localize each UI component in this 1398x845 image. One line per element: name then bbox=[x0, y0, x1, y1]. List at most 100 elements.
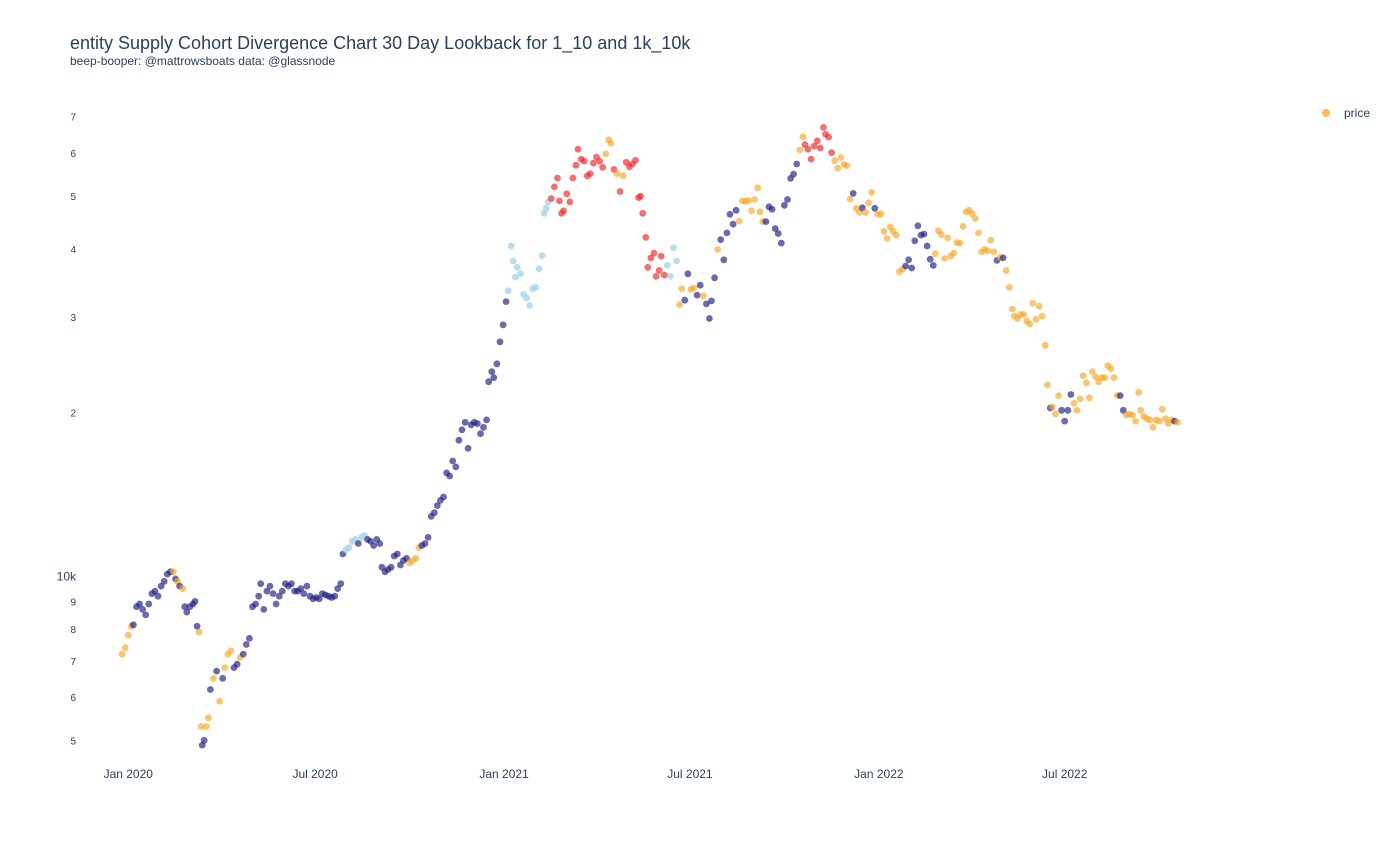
data-point bbox=[642, 234, 650, 241]
data-point bbox=[221, 664, 229, 671]
data-point bbox=[693, 291, 701, 299]
data-point bbox=[1049, 403, 1056, 411]
data-point bbox=[1107, 365, 1115, 372]
data-point bbox=[1070, 400, 1078, 407]
data-point bbox=[1055, 392, 1062, 399]
data-point bbox=[1052, 410, 1059, 418]
data-point bbox=[599, 163, 607, 171]
data-point bbox=[1026, 320, 1034, 328]
data-point bbox=[602, 150, 610, 158]
data-point bbox=[1067, 391, 1075, 398]
data-point bbox=[1005, 283, 1013, 291]
data-point bbox=[799, 133, 807, 141]
data-point bbox=[1079, 372, 1087, 379]
data-point bbox=[121, 644, 129, 652]
data-point bbox=[130, 621, 137, 629]
data-point bbox=[464, 444, 472, 452]
data-point bbox=[255, 592, 263, 600]
data-point bbox=[784, 196, 791, 203]
data-point bbox=[929, 262, 937, 269]
data-point bbox=[485, 378, 493, 386]
data-point bbox=[650, 249, 658, 257]
data-point bbox=[990, 248, 998, 256]
data-point bbox=[1038, 312, 1046, 320]
y-axis: 5 6 7 8 9 10k 2 3 4 5 6 7 bbox=[57, 113, 77, 748]
data-point bbox=[1076, 395, 1084, 403]
chart-subtitle: beep-booper: @mattrowsboats data: @glass… bbox=[70, 54, 336, 68]
data-point bbox=[300, 590, 308, 597]
y-tick-label: 8 bbox=[70, 625, 76, 636]
data-point bbox=[538, 252, 546, 259]
data-point bbox=[938, 231, 945, 239]
data-point bbox=[512, 273, 519, 281]
data-point bbox=[673, 257, 680, 265]
data-point bbox=[639, 209, 647, 217]
data-point bbox=[1135, 388, 1143, 396]
data-point bbox=[136, 600, 144, 608]
data-point bbox=[637, 192, 644, 200]
data-point bbox=[227, 647, 235, 655]
data-point bbox=[657, 252, 665, 260]
data-point bbox=[972, 215, 979, 222]
data-point bbox=[523, 294, 531, 302]
x-axis: Jan 2020 Jul 2020 Jan 2021 Jul 2021 Jan 2022… bbox=[104, 767, 1088, 781]
data-point bbox=[1146, 416, 1154, 424]
data-point bbox=[551, 183, 558, 191]
data-point bbox=[1174, 418, 1182, 426]
data-point bbox=[681, 296, 689, 304]
data-point bbox=[297, 585, 305, 592]
data-point bbox=[748, 207, 755, 215]
data-point bbox=[502, 298, 510, 305]
data-point bbox=[202, 723, 210, 730]
data-point bbox=[706, 315, 713, 322]
data-point bbox=[825, 133, 832, 141]
data-point bbox=[729, 220, 737, 228]
data-point bbox=[676, 301, 684, 308]
legend-label-price: price bbox=[1344, 106, 1371, 120]
data-point bbox=[670, 244, 677, 252]
data-point bbox=[157, 582, 165, 590]
data-point bbox=[170, 568, 177, 576]
data-point bbox=[1041, 341, 1049, 349]
data-point bbox=[652, 273, 660, 280]
data-point bbox=[205, 714, 212, 722]
data-point bbox=[714, 246, 722, 253]
data-point bbox=[197, 723, 205, 730]
data-point bbox=[871, 204, 879, 212]
data-point bbox=[239, 650, 247, 658]
data-point bbox=[813, 137, 821, 145]
data-point bbox=[278, 587, 286, 595]
data-point bbox=[139, 606, 147, 613]
data-point bbox=[696, 281, 704, 289]
data-point bbox=[1132, 417, 1139, 425]
data-point bbox=[632, 156, 639, 164]
data-point bbox=[1155, 417, 1163, 425]
data-point bbox=[774, 230, 782, 237]
data-point bbox=[1092, 373, 1099, 380]
data-point bbox=[1116, 392, 1124, 399]
data-point bbox=[708, 297, 715, 305]
data-point bbox=[496, 338, 504, 346]
data-point bbox=[751, 196, 758, 203]
data-point bbox=[790, 170, 797, 178]
data-point bbox=[777, 239, 785, 247]
data-point bbox=[1158, 405, 1166, 413]
legend[interactable]: price bbox=[1322, 106, 1370, 120]
data-point bbox=[613, 170, 621, 178]
data-point bbox=[923, 242, 931, 250]
data-point bbox=[735, 217, 743, 225]
scatter-points bbox=[118, 124, 1182, 749]
y-tick-label: 10k bbox=[57, 569, 77, 583]
data-point bbox=[179, 585, 187, 592]
data-point bbox=[1020, 311, 1028, 318]
data-point bbox=[1064, 406, 1072, 414]
x-tick-label: Jan 2022 bbox=[854, 767, 904, 781]
data-point bbox=[535, 265, 543, 272]
data-point bbox=[118, 650, 126, 658]
data-point bbox=[944, 234, 952, 242]
data-point bbox=[574, 145, 582, 153]
data-point bbox=[663, 262, 671, 269]
data-point bbox=[455, 436, 463, 444]
data-point bbox=[911, 237, 919, 245]
